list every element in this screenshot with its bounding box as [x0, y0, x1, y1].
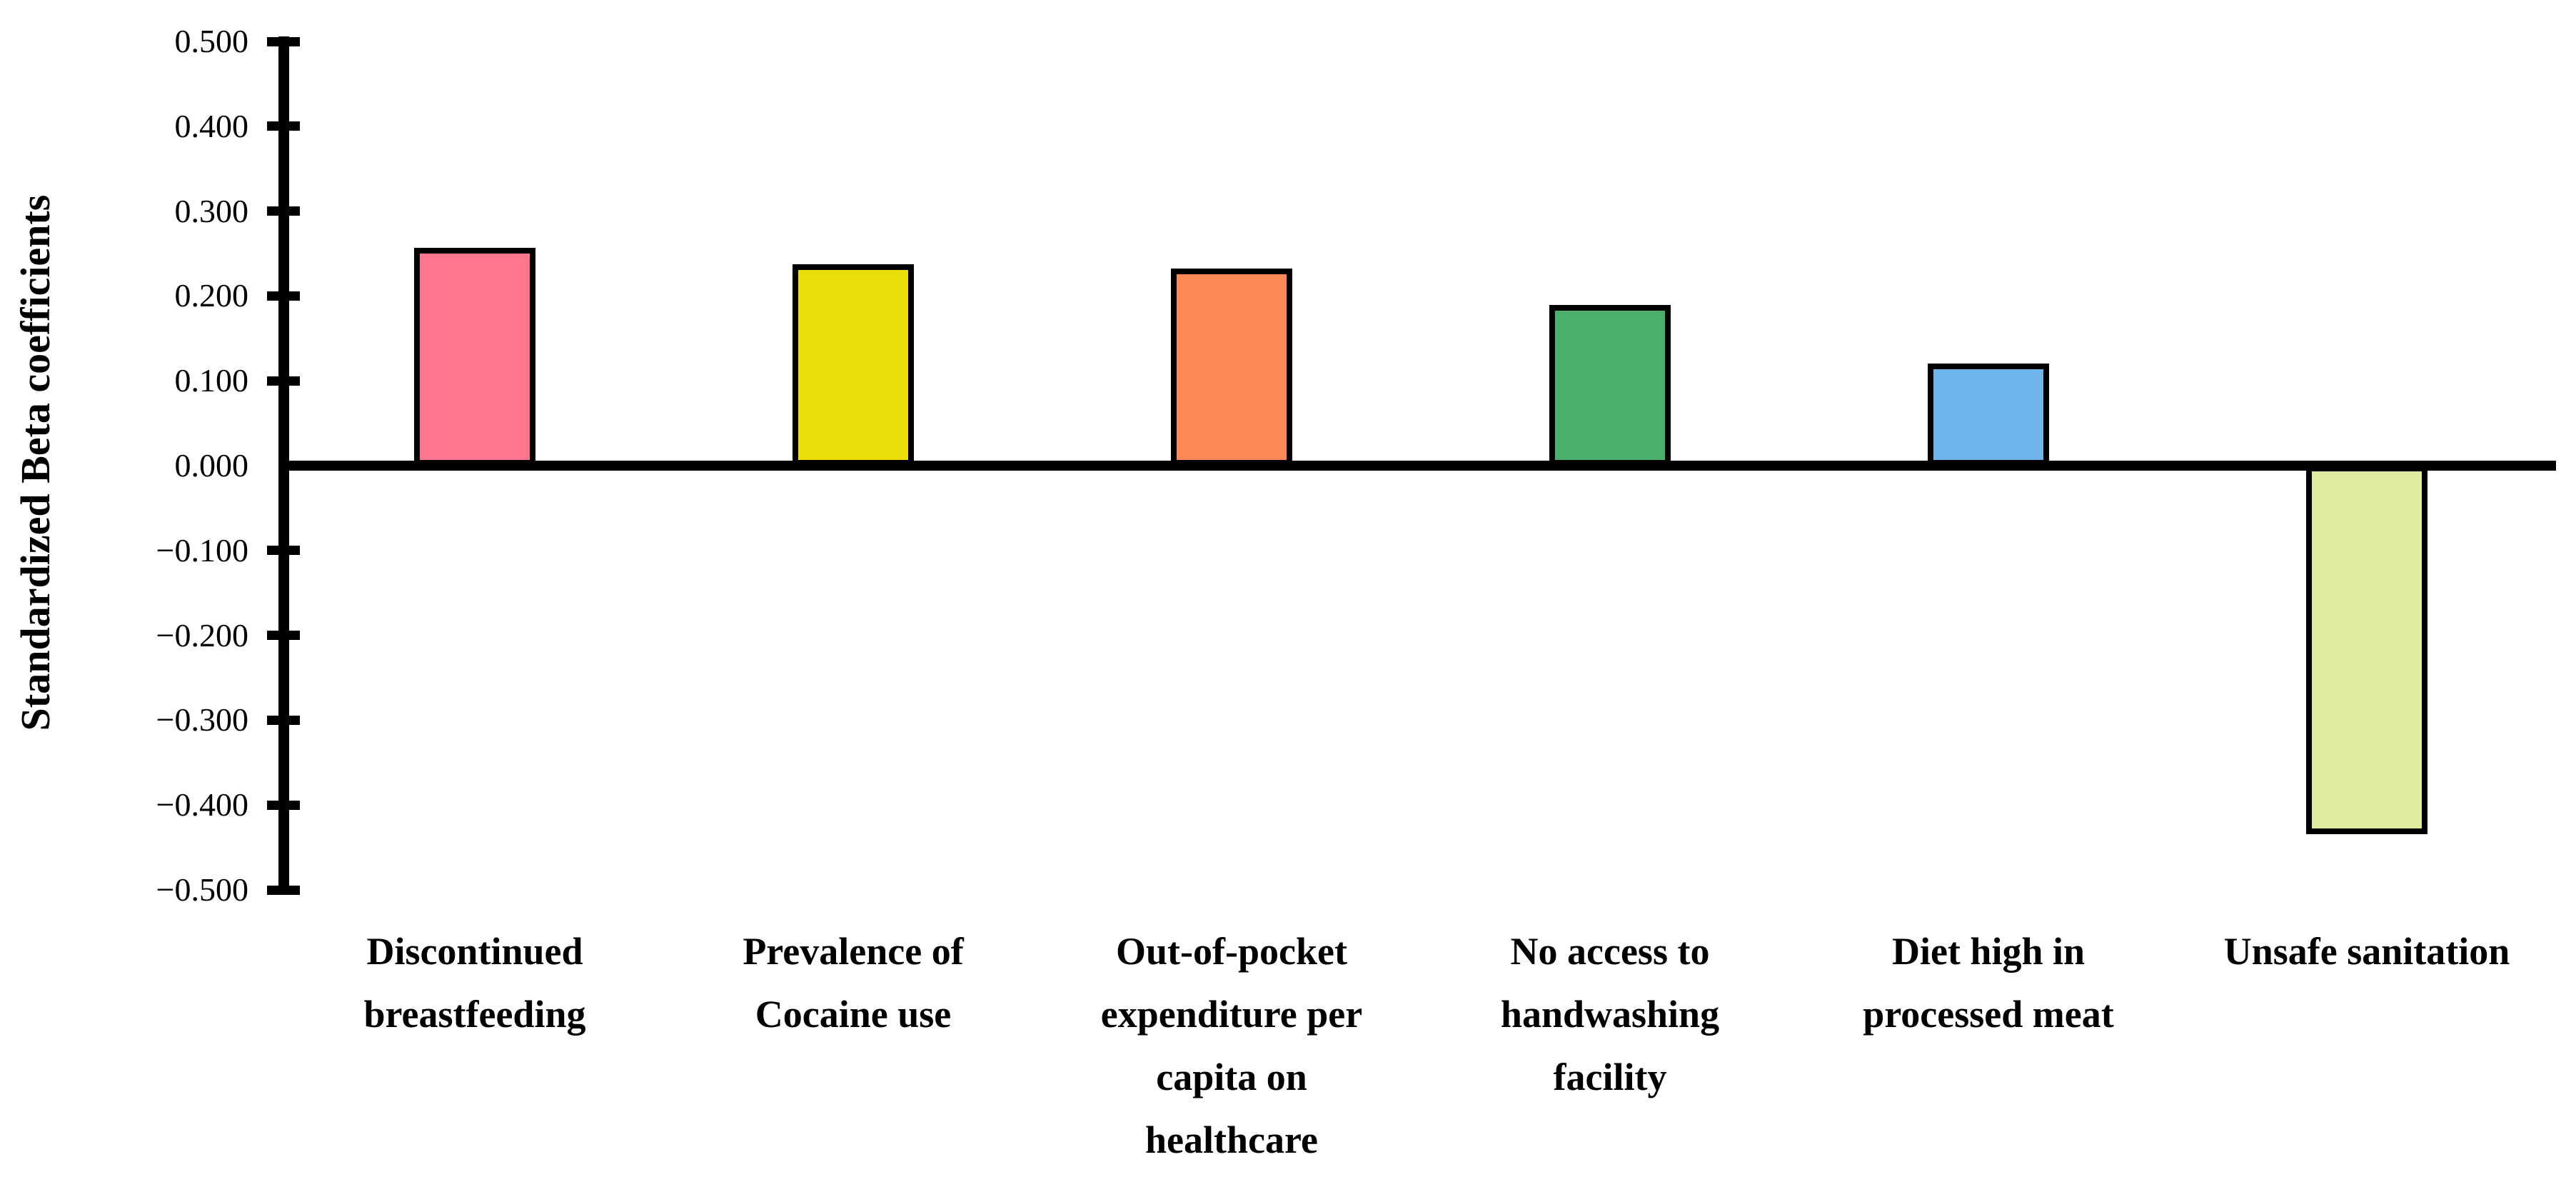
x-axis-category-label: Unsafe sanitation	[2223, 930, 2510, 973]
bar	[2306, 466, 2427, 834]
y-tick	[267, 206, 300, 216]
bar	[1928, 364, 2049, 466]
bar	[1549, 305, 1671, 466]
x-axis-category-label: Out-of-pocket expenditure per capita on …	[1100, 930, 1363, 1161]
y-tick	[267, 885, 300, 895]
y-tick	[267, 121, 300, 131]
y-tick-label: 0.300	[174, 192, 249, 229]
y-tick-label: −0.400	[156, 786, 248, 823]
y-axis-title: Standardized Beta coefficients	[12, 194, 59, 731]
x-axis-category-label: Prevalence of Cocaine use	[743, 930, 964, 1036]
y-tick-label: 0.100	[174, 362, 249, 399]
x-axis-category-label: Diet high in processed meat	[1863, 930, 2114, 1036]
y-tick	[267, 715, 300, 725]
bar	[1171, 269, 1292, 466]
x-axis-category-label: No access to handwashing facility	[1500, 930, 1720, 1098]
x-axis-category-label: Discontinued breastfeeding	[363, 930, 586, 1036]
y-tick	[267, 546, 300, 556]
y-tick	[267, 291, 300, 301]
y-tick-label: 0.500	[174, 23, 249, 59]
y-tick	[267, 800, 300, 810]
bar	[793, 264, 914, 466]
y-tick-label: −0.300	[156, 701, 248, 738]
x-axis-line	[278, 461, 2556, 471]
bar	[414, 247, 535, 466]
y-tick-label: 0.200	[174, 277, 249, 314]
y-tick-label: −0.100	[156, 531, 248, 569]
y-tick-label: −0.200	[156, 616, 248, 653]
y-tick-label: 0.400	[174, 107, 249, 144]
y-tick	[267, 376, 300, 386]
y-tick	[267, 36, 300, 46]
y-tick-label: 0.000	[174, 447, 249, 484]
y-tick	[267, 631, 300, 641]
y-tick-label: −0.500	[156, 871, 248, 908]
